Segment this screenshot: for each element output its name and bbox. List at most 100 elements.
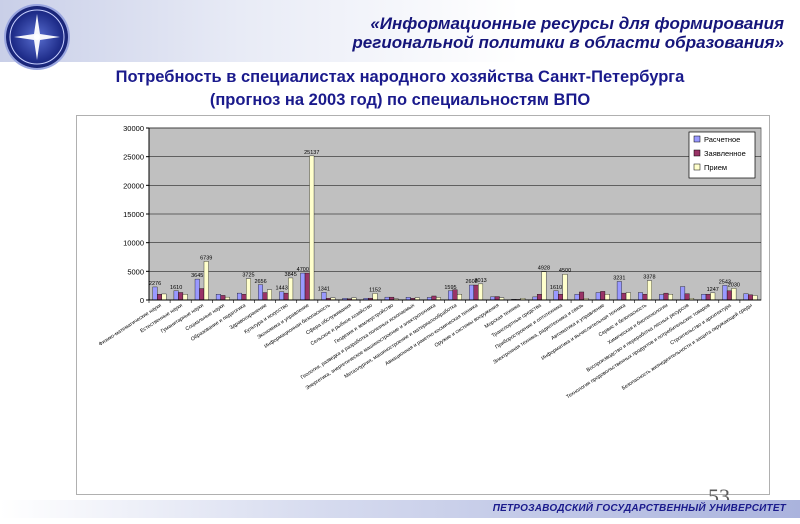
bar	[748, 294, 753, 301]
bar	[152, 286, 158, 301]
data-label: 4500	[559, 268, 571, 274]
bar	[616, 281, 622, 301]
bar	[431, 295, 437, 301]
y-tick-label: 30000	[123, 124, 144, 133]
bar	[157, 294, 162, 301]
bar	[595, 292, 601, 301]
y-tick-label: 15000	[123, 210, 144, 219]
bar	[262, 292, 268, 301]
bar	[372, 293, 378, 301]
y-tick-label: 25000	[123, 153, 144, 162]
data-label: 3725	[242, 273, 254, 279]
bar	[178, 292, 184, 301]
bar	[288, 277, 294, 301]
bar	[283, 292, 289, 301]
bar	[574, 294, 580, 301]
bar	[457, 294, 462, 301]
bar	[448, 290, 453, 301]
chart-heading-line2: (прогноз на 2003 год) по специальностям …	[209, 91, 591, 109]
bar	[710, 292, 716, 301]
bar	[478, 283, 484, 301]
data-label: 3645	[191, 273, 203, 279]
bar	[220, 295, 226, 301]
data-label: 2656	[254, 279, 266, 285]
chart-heading: Потребность в специалистах народного хоз…	[60, 66, 740, 112]
y-tick-label: 20000	[123, 181, 144, 190]
bar	[161, 293, 167, 301]
bar	[659, 294, 664, 301]
legend-swatch	[693, 135, 701, 143]
bar	[722, 285, 728, 301]
data-label: 1595	[444, 285, 456, 291]
data-label: 6739	[200, 255, 212, 261]
data-label: 1341	[318, 286, 330, 292]
bar	[705, 294, 711, 301]
data-label: 3845	[285, 272, 297, 278]
y-tick-label: 10000	[123, 239, 144, 248]
data-label: 3378	[643, 275, 655, 281]
data-label: 1610	[170, 285, 182, 291]
chart-heading-line1: Потребность в специалистах народного хоз…	[115, 68, 685, 86]
bar	[625, 292, 631, 301]
bar	[199, 288, 205, 301]
bar	[647, 280, 652, 301]
bar	[663, 292, 669, 301]
bar	[553, 290, 559, 301]
bar	[604, 294, 610, 301]
bar	[237, 292, 242, 301]
bar	[258, 284, 263, 301]
bar	[752, 295, 758, 301]
bar	[246, 278, 251, 301]
data-label: 1247	[707, 287, 719, 293]
slide-title-line1: «Информационные ресурсы для формирования	[370, 14, 784, 33]
y-tick-label: 5000	[127, 267, 144, 276]
bar	[562, 274, 568, 301]
data-label: 1152	[369, 287, 381, 293]
bar-chart: 0500010000150002000025000300002276Физико…	[98, 124, 762, 400]
bar	[668, 294, 673, 301]
bar	[579, 291, 585, 301]
bar	[621, 292, 627, 301]
data-label: 1610	[550, 285, 562, 291]
data-label: 2276	[149, 281, 161, 287]
bar	[309, 155, 315, 301]
slide-title-line2: региональной политики в области образова…	[352, 33, 784, 52]
footer-band	[0, 500, 800, 518]
data-label: 1443	[276, 286, 288, 292]
university-logo-icon	[6, 6, 68, 68]
bar	[300, 272, 306, 301]
bar	[494, 296, 500, 301]
bar	[701, 294, 707, 301]
bar	[452, 289, 458, 301]
data-label: 3231	[613, 275, 625, 281]
y-tick-label: 0	[140, 296, 144, 305]
slide-title: «Информационные ресурсы для формирования…	[264, 14, 784, 52]
bar	[267, 289, 272, 301]
data-label: 4928	[538, 266, 550, 272]
legend-label: Заявленное	[704, 149, 746, 158]
bar	[731, 288, 737, 301]
data-label: 2030	[728, 282, 740, 288]
header-band	[0, 0, 800, 62]
bar	[203, 261, 209, 301]
data-label: 2543	[719, 279, 731, 285]
bar	[173, 290, 179, 301]
bar	[642, 294, 648, 301]
bar	[536, 294, 542, 301]
bar	[469, 284, 475, 301]
bar	[473, 284, 479, 301]
bar	[680, 286, 686, 301]
legend-swatch	[693, 163, 701, 171]
bar	[600, 291, 606, 301]
bar	[279, 291, 285, 301]
legend-label: Расчетное	[704, 135, 740, 144]
legend-swatch	[693, 149, 701, 157]
legend-label: Прием	[704, 163, 727, 172]
data-label: 3013	[474, 278, 486, 284]
bar	[194, 278, 200, 301]
bar	[321, 292, 327, 301]
bar	[558, 294, 563, 301]
data-label: 4700	[297, 267, 309, 273]
bar	[541, 271, 547, 301]
bar	[182, 294, 188, 301]
